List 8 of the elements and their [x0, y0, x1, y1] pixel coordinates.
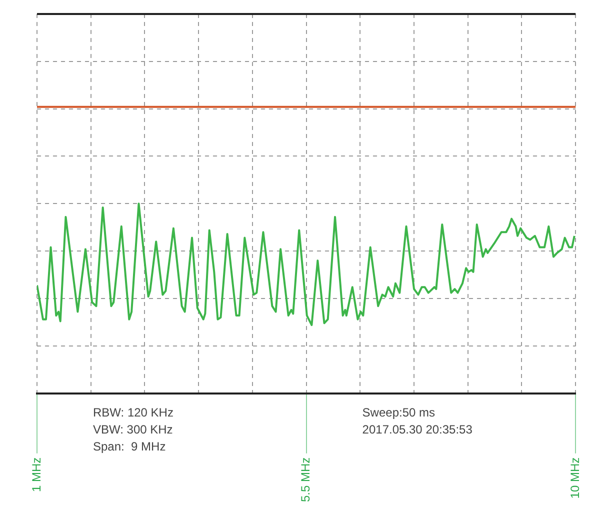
x-tick-label: 10 MHz — [568, 457, 582, 499]
text: 2017.05.30 20:35:53 — [362, 422, 473, 437]
x-tick-label: 1 MHz — [29, 457, 44, 492]
text: VBW: 300 KHz — [93, 422, 173, 437]
text: Span: 9 MHz — [93, 440, 166, 454]
text: Sweep:50 ms — [362, 406, 436, 420]
x-tick-label: 5.5 MHz — [298, 457, 313, 502]
text: RBW: 120 KHz — [93, 406, 174, 420]
